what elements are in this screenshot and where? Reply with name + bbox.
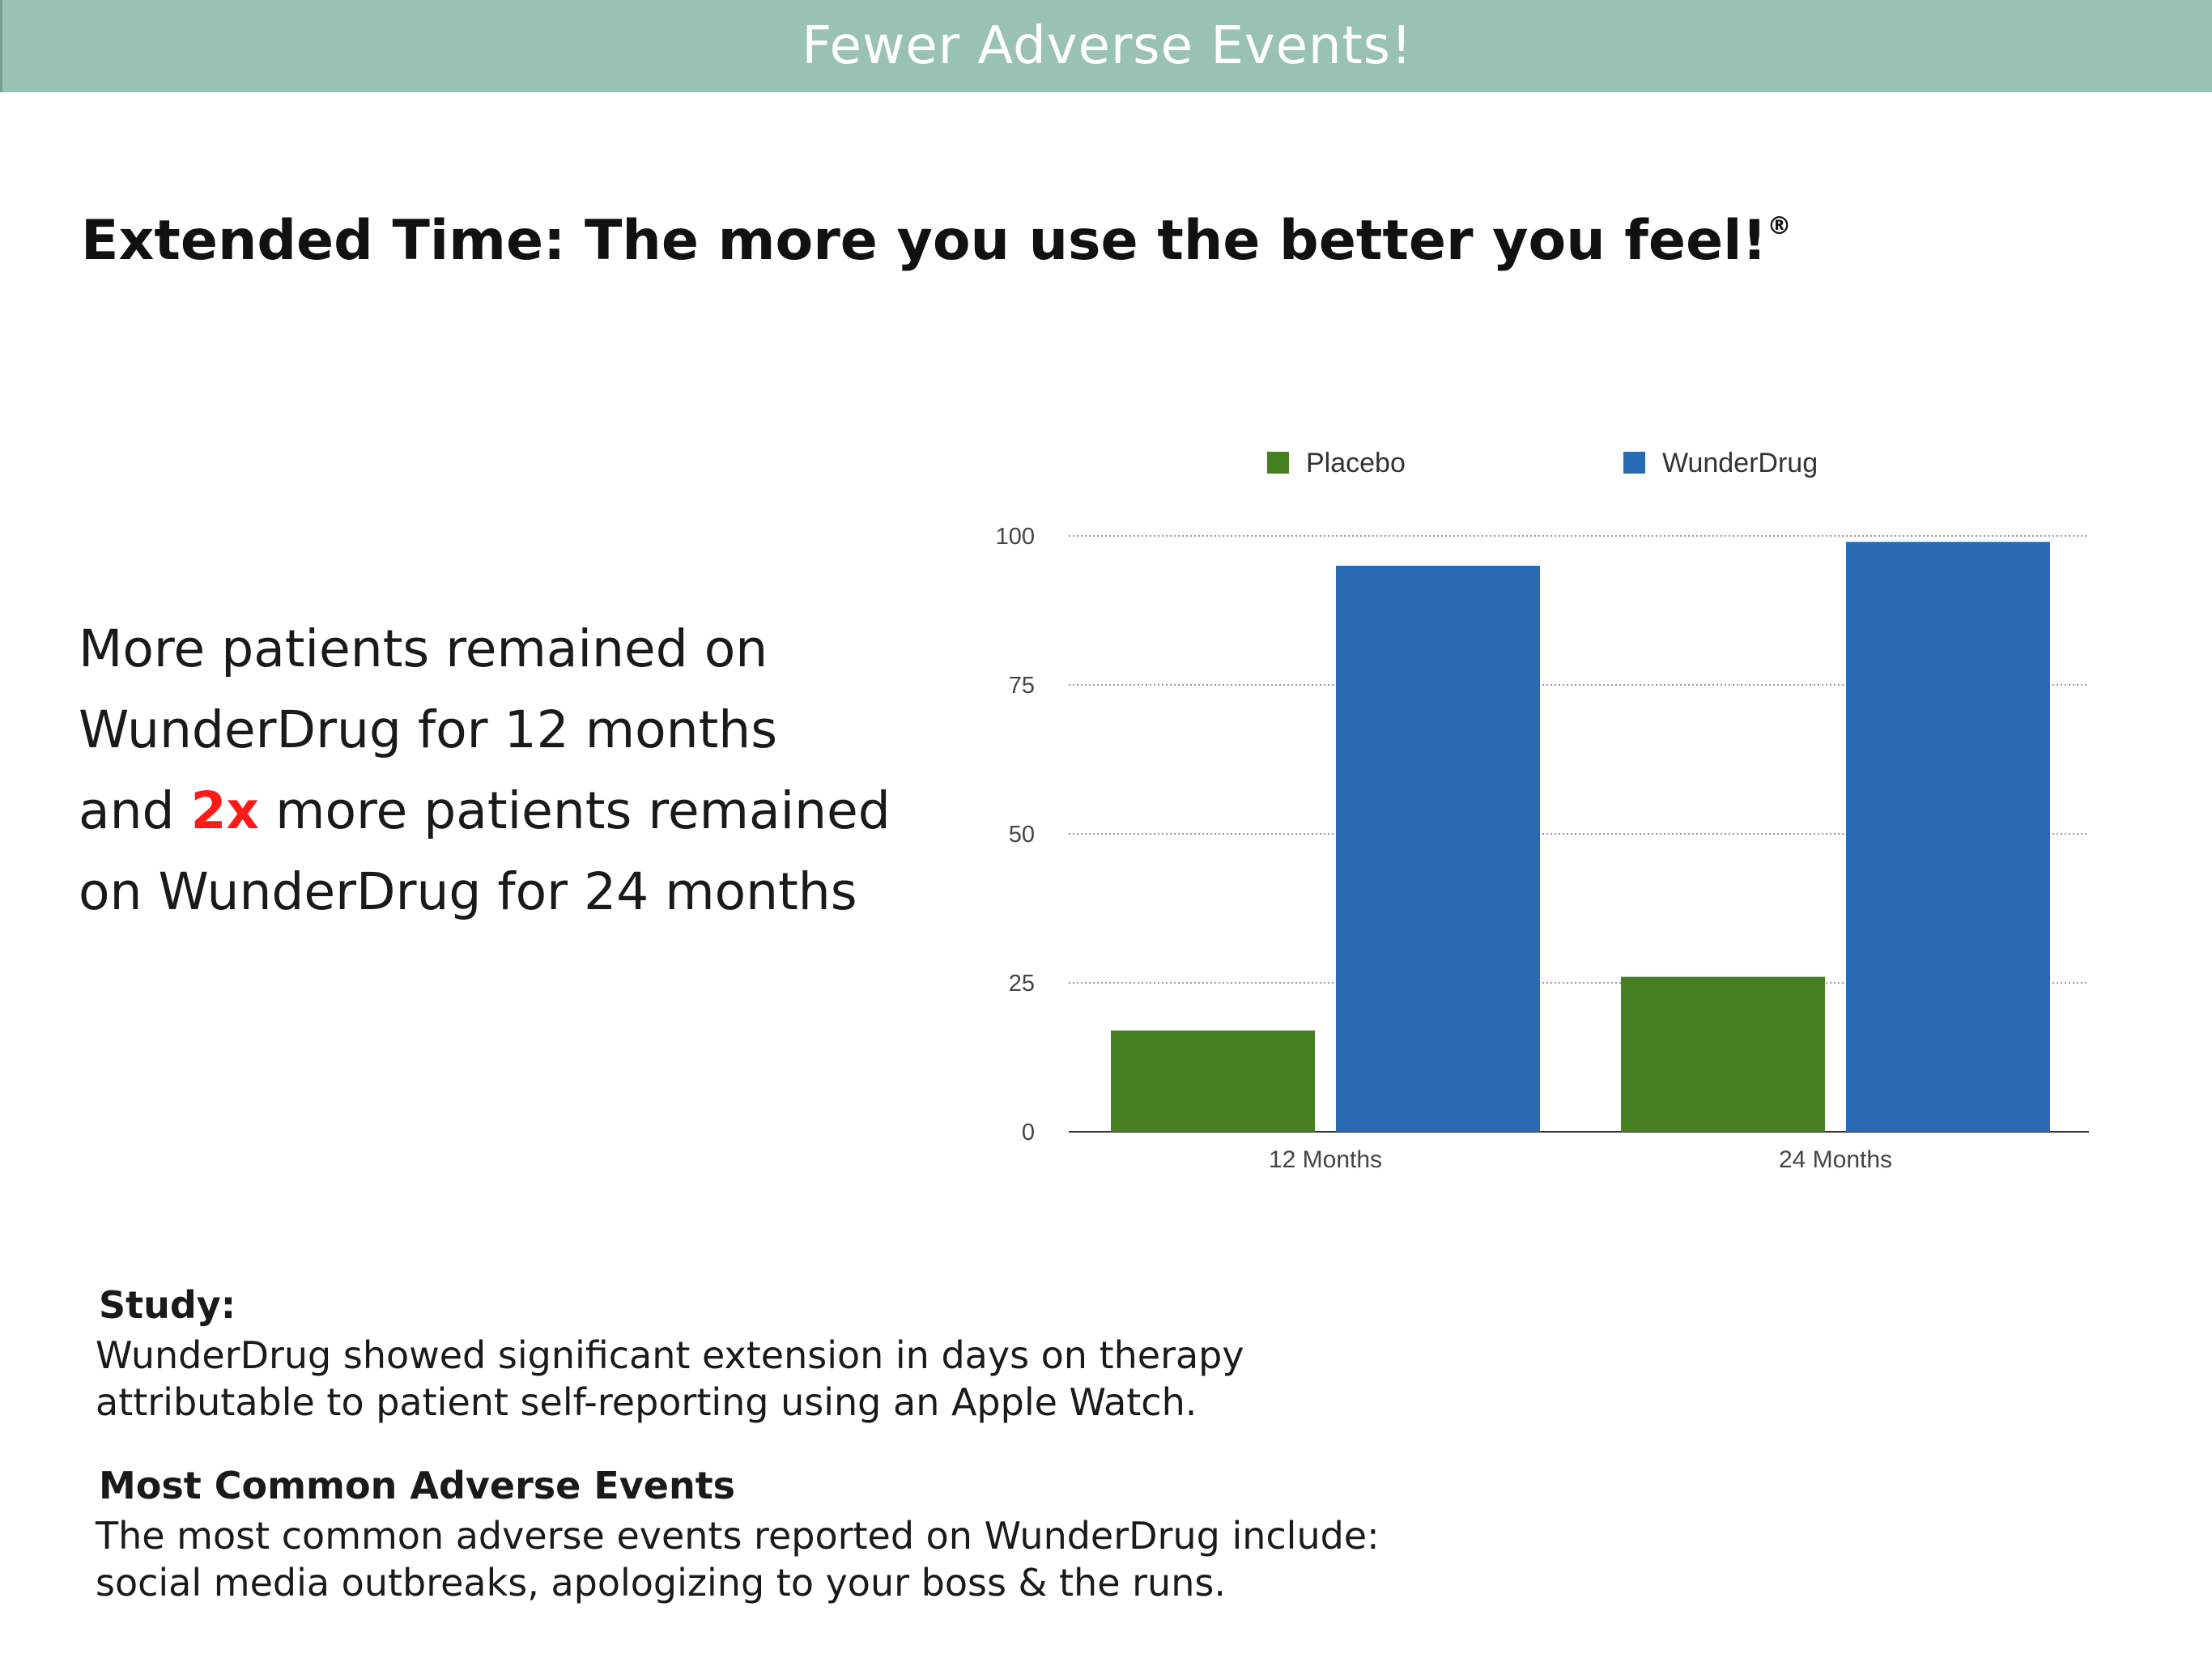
- study-line-1: WunderDrug showed significant extension …: [96, 1333, 1244, 1377]
- claim-line-3-pre: and: [79, 781, 191, 840]
- legend-label-placebo: Placebo: [1306, 448, 1406, 478]
- claim-line-4: on WunderDrug for 24 months: [79, 862, 857, 921]
- claim-line-2: WunderDrug for 12 months: [79, 700, 778, 759]
- bar-wunderdrug-2: [1846, 542, 2050, 1132]
- banner-title: Fewer Adverse Events!: [802, 16, 1413, 76]
- y-tick-label: 0: [1022, 1120, 1035, 1146]
- adverse-events-line-1: The most common adverse events reported …: [96, 1514, 1380, 1558]
- bar-placebo-1: [1111, 1030, 1315, 1132]
- claim-line-1: More patients remained on: [79, 619, 768, 678]
- legend-swatch-wunderdrug: [1623, 452, 1645, 474]
- study-line-2: attributable to patient self-reporting u…: [96, 1380, 1197, 1424]
- y-tick-label: 100: [996, 524, 1035, 550]
- bar-wunderdrug-1: [1336, 565, 1540, 1132]
- study-heading: Study:: [99, 1283, 236, 1327]
- x-tick-label: 24 Months: [1779, 1146, 1892, 1173]
- registered-mark: ®: [1767, 212, 1792, 240]
- headline: Extended Time: The more you use the bett…: [81, 209, 1791, 273]
- study-section: Study: WunderDrug showed significant ext…: [96, 1283, 1634, 1426]
- adverse-events-section: Most Common Adverse Events The most comm…: [96, 1464, 1634, 1606]
- bar-placebo-2: [1621, 976, 1825, 1132]
- y-tick-label: 75: [1009, 673, 1035, 699]
- claim-line-3: and 2x more patients remained: [79, 771, 953, 852]
- x-tick-label: 12 Months: [1269, 1146, 1382, 1173]
- y-tick-label: 50: [1009, 822, 1035, 848]
- adverse-events-line-2: social media outbreaks, apologizing to y…: [96, 1561, 1226, 1605]
- legend-swatch-placebo: [1267, 452, 1289, 474]
- adverse-events-heading: Most Common Adverse Events: [99, 1464, 736, 1507]
- bar-chart: 0 25 50 75 100 12 Months 24 Months Placebo Wunde…: [996, 448, 2089, 1173]
- headline-text: Extended Time: The more you use the bett…: [81, 209, 1767, 273]
- claim-line-3-post: more patients remained: [259, 781, 891, 840]
- claim-text: More patients remained on WunderDrug for…: [79, 609, 953, 933]
- legend-label-wunderdrug: WunderDrug: [1662, 448, 1818, 478]
- claim-highlight: 2x: [190, 781, 260, 840]
- title-banner: Fewer Adverse Events!: [0, 0, 2212, 92]
- y-tick-label: 25: [1009, 971, 1035, 997]
